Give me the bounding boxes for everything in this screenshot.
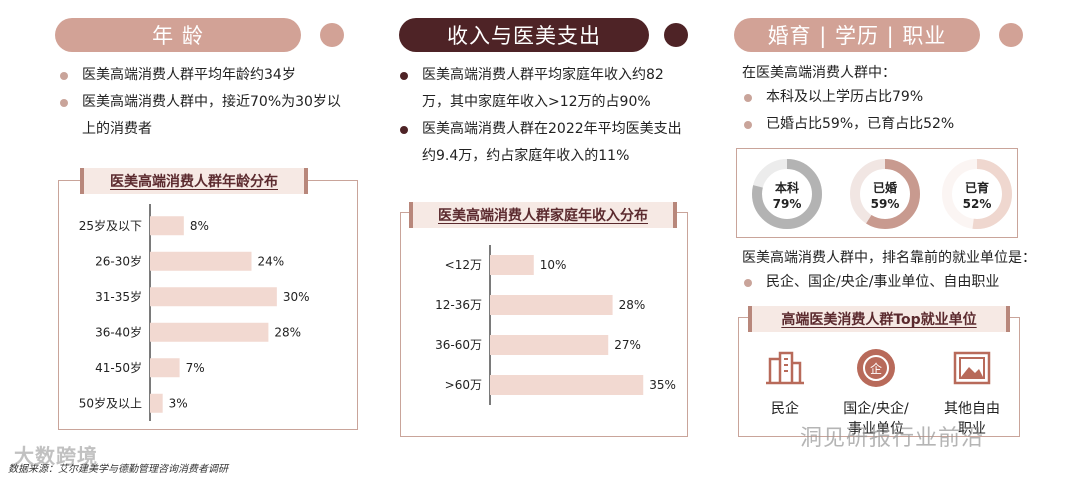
ring-value: 52%	[963, 197, 992, 211]
bar-category-label: 41-50岁	[95, 360, 142, 375]
bar-category-label: 50岁及以上	[79, 395, 142, 410]
bar-value-label: 28%	[619, 298, 646, 312]
jobs-title: 高端医美消费人群Top就业单位	[748, 306, 1010, 332]
bar-category-label: <12万	[445, 258, 482, 272]
ring-label: 已育	[965, 180, 989, 195]
bar-value-label: 30%	[283, 290, 310, 304]
bar-value-label: 3%	[169, 396, 188, 410]
bar	[150, 287, 277, 307]
profile-title-dot	[999, 23, 1023, 47]
bar-category-label: 36-60万	[435, 338, 482, 352]
bar-category-label: 31-35岁	[95, 289, 142, 304]
bar-value-label: 24%	[257, 254, 284, 268]
bar-value-label: 10%	[540, 258, 567, 272]
data-source-note: 数据来源：艾尔建美学与德勤管理咨询消费者调研	[8, 464, 228, 475]
job-private-enterprise: 民企	[760, 345, 810, 419]
age-title-dot	[320, 23, 344, 47]
income-bullets: 医美高端消费人群平均家庭年收入约82万，其中家庭年收入>12万的占90% 医美高…	[398, 62, 688, 170]
age-bullet-2: 医美高端消费人群中，接近70%为30岁以上的消费者	[58, 89, 348, 143]
income-bullet-2: 医美高端消费人群在2022年平均医美支出约9.4万，约占家庭年收入的11%	[398, 116, 688, 170]
bar-value-label: 28%	[274, 325, 301, 339]
job-label-2: 国企/央企/事业单位	[843, 401, 909, 437]
bar	[150, 358, 180, 378]
bar	[150, 393, 163, 413]
ring-progress	[752, 159, 822, 229]
employment-bullets: 民企、国企/央企/事业单位、自由职业	[742, 269, 1062, 296]
income-section-title: 收入与医美支出	[399, 18, 649, 52]
age-bullet-1: 医美高端消费人群平均年龄约34岁	[58, 62, 348, 89]
bar-category-label: 25岁及以下	[79, 218, 142, 233]
ring-progress	[850, 159, 920, 229]
ring-value: 59%	[871, 197, 900, 211]
age-chart-svg: 25岁及以下 8% 26-30岁 24% 31-35岁 30% 36-40岁 28% 41-50…	[79, 204, 310, 421]
bar	[490, 335, 609, 355]
job-state-enterprise: 企 国企/央企/事业单位	[838, 345, 914, 439]
bar	[150, 216, 184, 236]
bar-category-label: >60万	[445, 378, 482, 392]
age-distribution-chart: 25岁及以下 8% 26-30岁 24% 31-35岁 30% 36-40岁 28% 41-50…	[58, 200, 358, 430]
building-icon	[762, 345, 808, 391]
income-distribution-chart: <12万 10% 12-36万 28% 36-60万 27% >60万 35%	[400, 241, 688, 425]
profile-section-title: 婚育 | 学历 | 职业	[734, 18, 980, 52]
age-chart-title: 医美高端消费人群年龄分布	[80, 168, 308, 194]
age-bullets: 医美高端消费人群平均年龄约34岁 医美高端消费人群中，接近70%为30岁以上的消…	[58, 62, 348, 143]
bar-category-label: 36-40岁	[95, 324, 142, 339]
job-label-1: 民企	[771, 401, 799, 417]
picture-frame-icon	[949, 345, 995, 391]
job-freelance: 其他自由职业	[940, 345, 1004, 439]
income-chart-title: 医美高端消费人群家庭年收入分布	[409, 202, 677, 228]
watermark-right: 洞见研报行业前沿	[800, 426, 985, 451]
age-section-title: 年 龄	[55, 18, 301, 52]
rings-panel: 本科 79% 已婚 59% 已育 52%	[736, 148, 1018, 238]
income-title-dot	[664, 23, 688, 47]
ring-label: 本科	[775, 180, 799, 195]
bar-value-label: 8%	[190, 219, 209, 233]
svg-text:企: 企	[870, 361, 882, 376]
ring-progress	[942, 159, 1012, 229]
bar-value-label: 7%	[186, 361, 205, 375]
bar	[490, 295, 613, 315]
profile-bullet-2: 已婚占比59%，已育占比52%	[742, 111, 1042, 138]
profile-bullets: 本科及以上学历占比79% 已婚占比59%，已育占比52%	[742, 84, 1042, 138]
enterprise-seal-icon: 企	[853, 345, 899, 391]
income-bullet-1: 医美高端消费人群平均家庭年收入约82万，其中家庭年收入>12万的占90%	[398, 62, 688, 116]
bar-category-label: 26-30岁	[95, 253, 142, 268]
bar	[490, 375, 644, 395]
bar	[490, 255, 534, 275]
bar	[150, 251, 252, 271]
income-chart-svg: <12万 10% 12-36万 28% 36-60万 27% >60万 35%	[435, 241, 676, 405]
ring-label: 已婚	[873, 180, 897, 195]
ring-value: 79%	[773, 197, 802, 211]
profile-intro: 在医美高端消费人群中：	[742, 65, 896, 81]
profile-bullet-1: 本科及以上学历占比79%	[742, 84, 1042, 111]
watermark-left: 大数跨境	[14, 444, 98, 468]
bar-value-label: 27%	[614, 338, 641, 352]
bar-category-label: 12-36万	[435, 298, 482, 312]
rings-svg: 本科 79% 已婚 59% 已育 52%	[752, 159, 1012, 229]
employment-bullet-1: 民企、国企/央企/事业单位、自由职业	[742, 269, 1062, 296]
bar	[150, 322, 269, 342]
employment-intro: 医美高端消费人群中，排名靠前的就业单位是：	[742, 250, 1036, 266]
income-chart-panel	[400, 212, 688, 437]
job-label-3: 其他自由职业	[944, 401, 1000, 437]
bar-value-label: 35%	[649, 378, 676, 392]
